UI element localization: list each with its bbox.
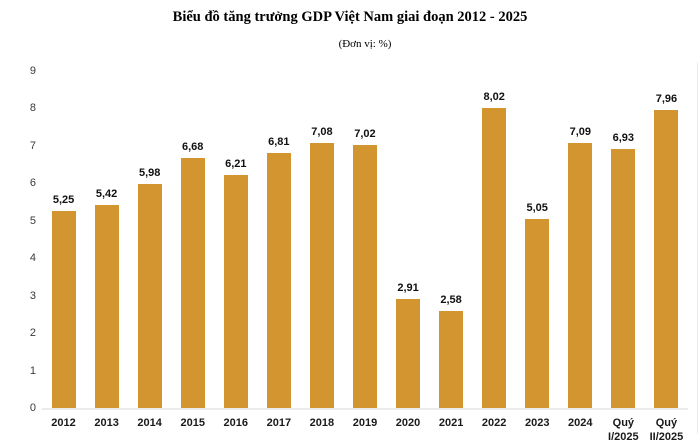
bars-container: 5,25 2012 5,42 2013 5,98 2014 6,68 2015 6,21 2016… xyxy=(42,71,688,444)
bar xyxy=(439,311,464,408)
bar xyxy=(94,205,119,408)
x-axis-label: 2017 xyxy=(266,417,292,429)
bar-slot: 6,21 2016 xyxy=(214,71,257,429)
bar-value-label: 5,05 xyxy=(526,201,548,214)
bar xyxy=(525,218,550,408)
y-axis-tick-label: 7 xyxy=(29,139,36,152)
y-axis-tick-label: 3 xyxy=(29,289,36,302)
x-axis-label: Quý I/2025 xyxy=(608,417,639,444)
bar-value-label: 6,93 xyxy=(612,131,635,144)
bar-slot: 6,68 2015 xyxy=(171,71,214,429)
x-axis-label: 2016 xyxy=(223,417,249,429)
y-axis-tick-label: 0 xyxy=(29,402,36,414)
bar xyxy=(352,145,377,408)
bar xyxy=(568,142,593,408)
bar-slot: 2,91 2020 xyxy=(387,71,430,429)
bar xyxy=(51,211,76,408)
x-axis-label: 2023 xyxy=(524,417,550,429)
bar-value-label: 5,42 xyxy=(95,188,118,201)
bar xyxy=(482,107,507,408)
bar-slot: 6,81 2017 xyxy=(257,71,300,429)
bar-value-label: 2,91 xyxy=(397,282,419,295)
y-axis-tick-label: 5 xyxy=(29,214,36,227)
bar-value-label: 7,09 xyxy=(569,125,591,138)
bar-value-label: 7,08 xyxy=(311,125,333,138)
bar xyxy=(309,142,334,408)
bar-slot: 2,58 2021 xyxy=(430,71,473,429)
plot-right-border xyxy=(697,62,698,434)
bar xyxy=(223,175,248,408)
y-axis-tick-label: 4 xyxy=(29,252,36,265)
bar xyxy=(611,148,636,408)
bar-value-label: 6,81 xyxy=(268,136,290,149)
bar-value-label: 7,96 xyxy=(655,92,678,105)
y-axis-tick-label: 1 xyxy=(29,364,36,377)
y-axis-tick-label: 8 xyxy=(29,102,36,115)
bar xyxy=(137,184,162,408)
x-axis-label: 2022 xyxy=(481,417,507,429)
x-axis-label: 2021 xyxy=(438,417,464,429)
bar xyxy=(266,153,291,408)
bar-slot: 7,09 2024 xyxy=(559,71,602,429)
y-axis-tick-label: 2 xyxy=(29,327,36,340)
y-axis-tick-label: 9 xyxy=(29,65,36,77)
bar xyxy=(654,109,679,408)
bar-slot: 6,93 Quý I/2025 xyxy=(602,71,645,444)
bar-slot: 7,08 2018 xyxy=(300,71,343,429)
bar-slot: 5,05 2023 xyxy=(516,71,559,429)
x-axis-label: 2014 xyxy=(137,417,162,429)
y-axis-tick-label: 6 xyxy=(29,177,36,190)
x-axis-label: 2024 xyxy=(568,417,593,429)
bar-slot: 5,42 2013 xyxy=(85,71,128,429)
plot-area: 5,25 2012 5,42 2013 5,98 2014 6,68 2015 6,21 2016… xyxy=(42,71,688,444)
bar-slot: 5,98 2014 xyxy=(128,71,171,429)
bar-value-label: 7,02 xyxy=(354,128,376,141)
bar-slot: 7,96 Quý II/2025 xyxy=(645,71,688,443)
bar-value-label: 8,02 xyxy=(483,90,505,103)
bar-value-label: 5,98 xyxy=(138,167,161,180)
x-axis-label: 2019 xyxy=(352,417,378,429)
y-axis: 0 1 2 3 4 5 6 7 8 9 xyxy=(0,65,36,414)
x-axis-label: 2015 xyxy=(180,417,205,429)
x-axis-label: 2020 xyxy=(395,417,421,429)
x-axis-label: Quý II/2025 xyxy=(649,417,684,444)
bar-value-label: 6,68 xyxy=(182,140,204,153)
bar xyxy=(396,299,421,408)
bar-slot: 5,25 2012 xyxy=(42,71,85,429)
bar-value-label: 6,21 xyxy=(225,158,247,171)
bar-value-label: 2,58 xyxy=(440,294,462,307)
bar-slot: 7,02 2019 xyxy=(343,71,386,429)
chart-subtitle: (Đơn vị: %) xyxy=(338,38,392,50)
bar-value-label: 5,25 xyxy=(52,194,75,207)
x-axis-label: 2012 xyxy=(51,417,76,429)
chart-title: Biểu đồ tăng trưởng GDP Việt Nam giai đo… xyxy=(172,9,528,25)
x-axis-label: 2018 xyxy=(309,417,335,429)
x-axis-label: 2013 xyxy=(94,417,119,429)
bar xyxy=(180,157,205,408)
bar-slot: 8,02 2022 xyxy=(473,71,516,429)
